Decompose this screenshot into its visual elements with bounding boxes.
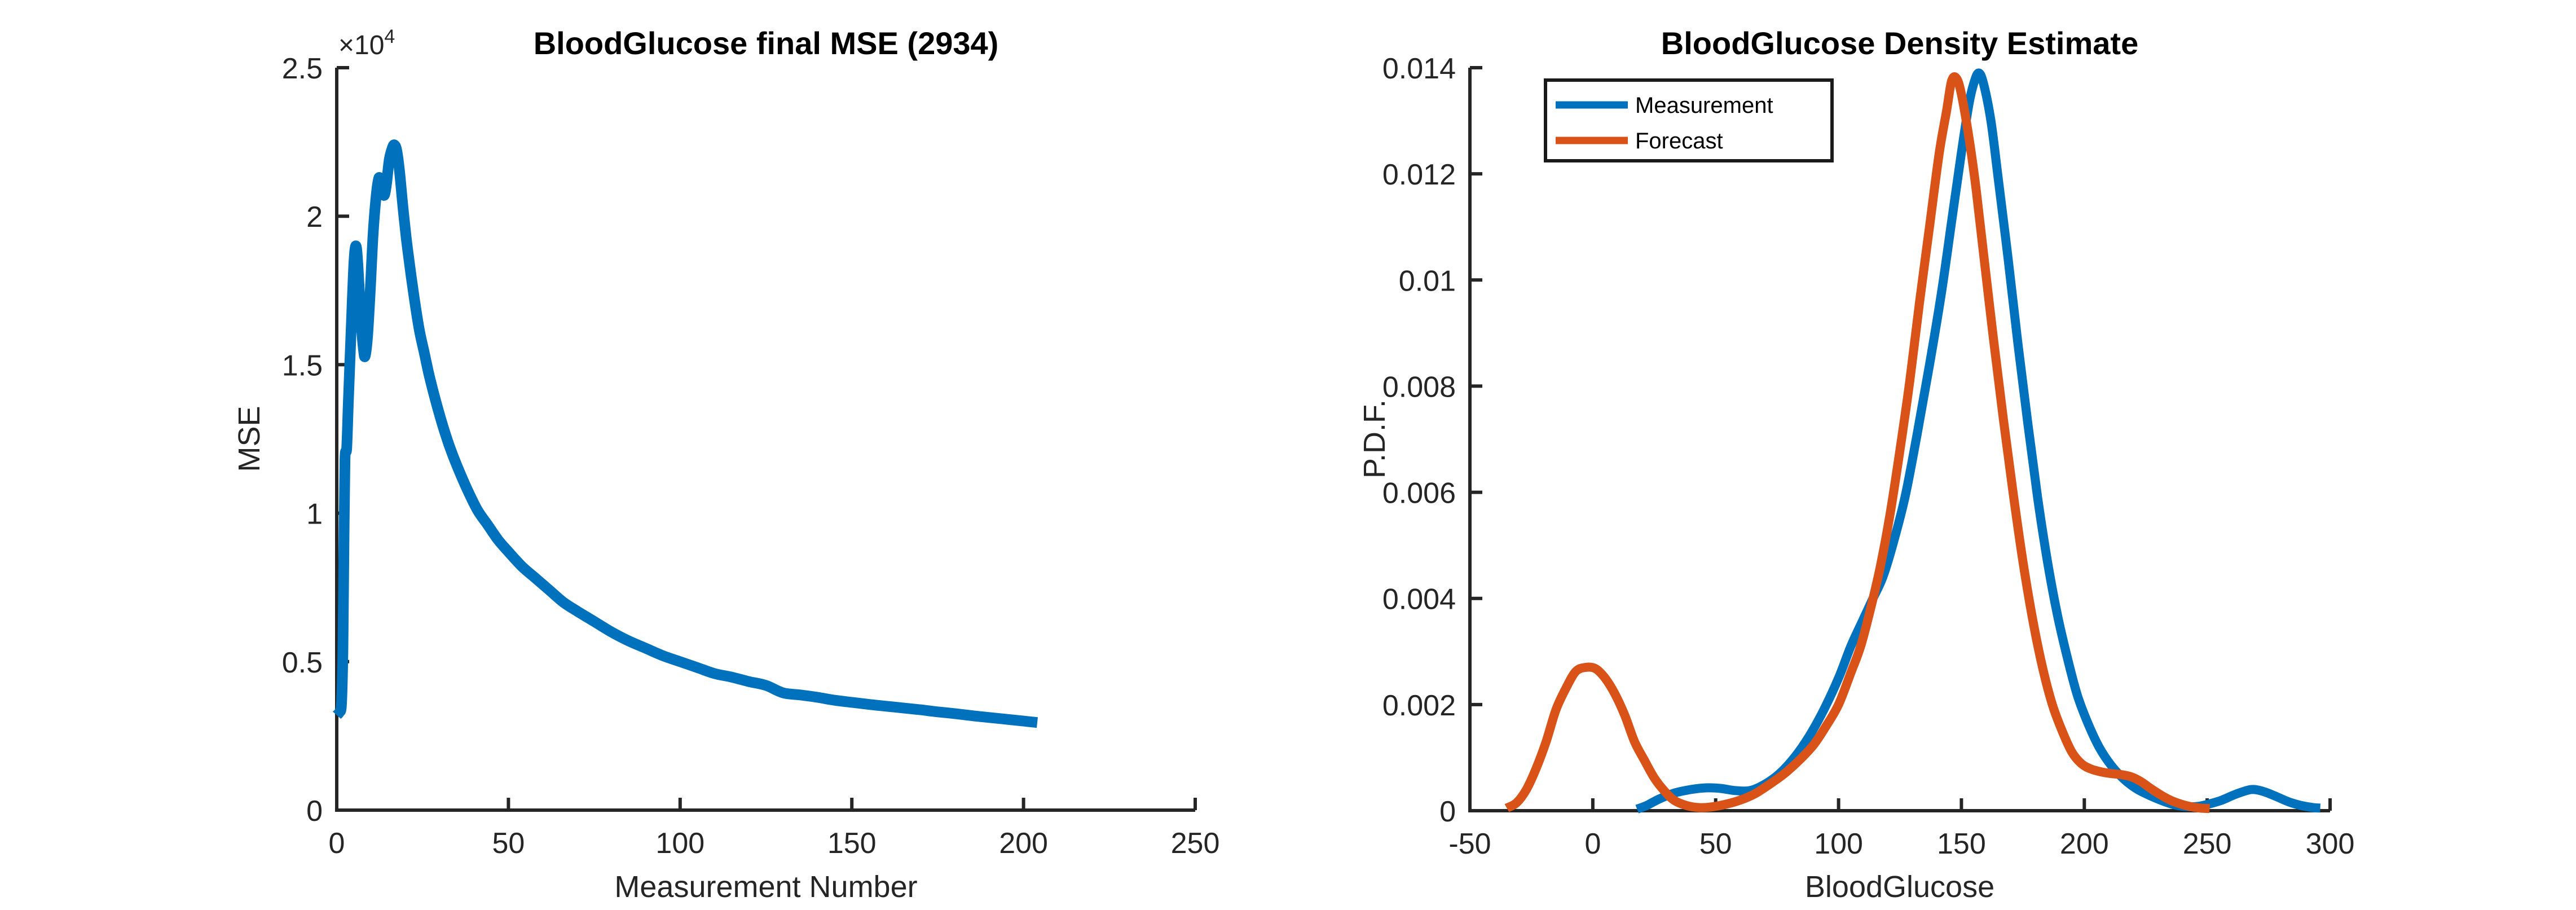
x-tick-label: 250 xyxy=(1171,827,1220,860)
series-mse xyxy=(332,139,1038,728)
right-axes: -50 0 50 100 150 200 250 30000.0020.0040.0060.0… xyxy=(1382,52,2355,860)
left-xlabel: Measurement Number xyxy=(614,870,917,904)
legend-box xyxy=(1544,78,1834,162)
mse-plot: BloodGlucose final MSE (2934) Measuremen… xyxy=(232,25,1219,904)
x-tick-label: 250 xyxy=(2183,828,2232,860)
y-tick-label: 0.5 xyxy=(282,647,323,679)
left-y-exponent-label: ×104 xyxy=(338,26,395,60)
x-tick-label: 150 xyxy=(1937,828,1986,860)
x-tick-label: 100 xyxy=(1814,828,1863,860)
x-tick-label: 0 xyxy=(1584,828,1601,860)
right-xlabel: BloodGlucose xyxy=(1805,870,1994,904)
exponent-base: ×10 xyxy=(338,30,384,60)
right-plot-title: BloodGlucose Density Estimate xyxy=(1661,25,2138,61)
x-tick-label: 200 xyxy=(999,827,1048,860)
legend-label-measurement: Measurement xyxy=(1635,93,1773,118)
x-tick-label: -50 xyxy=(1448,828,1491,860)
y-tick-label: 1 xyxy=(306,498,323,531)
right-curves xyxy=(1504,68,2320,814)
exponent-power: 4 xyxy=(384,26,395,47)
x-tick-label: 300 xyxy=(2306,828,2355,860)
axis-spines xyxy=(335,68,1195,812)
left-plot-title: BloodGlucose final MSE (2934) xyxy=(534,25,999,61)
right-ylabel: P.D.F. xyxy=(1358,399,1392,478)
y-tick-label: 2 xyxy=(306,201,323,234)
y-tick-label: 0.012 xyxy=(1382,159,1456,191)
y-tick-label: 0.004 xyxy=(1382,583,1456,616)
x-tick-label: 50 xyxy=(492,827,525,860)
y-tick-label: 0.002 xyxy=(1382,689,1456,722)
y-tick-label: 2.5 xyxy=(282,52,323,85)
y-tick-label: 0 xyxy=(306,795,323,828)
x-tick-label: 100 xyxy=(655,827,704,860)
x-tick-label: 0 xyxy=(329,827,345,860)
y-tick-label: 0.008 xyxy=(1382,371,1456,403)
y-tick-label: 0.014 xyxy=(1382,52,1456,85)
y-tick-label: 0 xyxy=(1439,795,1456,828)
x-tick-label: 50 xyxy=(1699,828,1732,860)
y-tick-label: 0.006 xyxy=(1382,477,1456,510)
y-tick-label: 1.5 xyxy=(282,349,323,382)
x-tick-label: 150 xyxy=(827,827,877,860)
left-curves xyxy=(332,139,1038,728)
x-tick-label: 200 xyxy=(2060,828,2109,860)
legend-label-forecast: Forecast xyxy=(1635,129,1723,153)
y-tick-label: 0.01 xyxy=(1399,265,1456,297)
series-forecast xyxy=(1504,72,2210,814)
density-plot: BloodGlucose Density Estimate BloodGluco… xyxy=(1358,25,2354,904)
left-axes: 0 50 100 150 200 250 0 0.5 1 1.5 2 2.5 xyxy=(282,52,1220,860)
left-ylabel: MSE xyxy=(232,406,266,472)
legend: Measurement Forecast xyxy=(1544,78,1834,162)
